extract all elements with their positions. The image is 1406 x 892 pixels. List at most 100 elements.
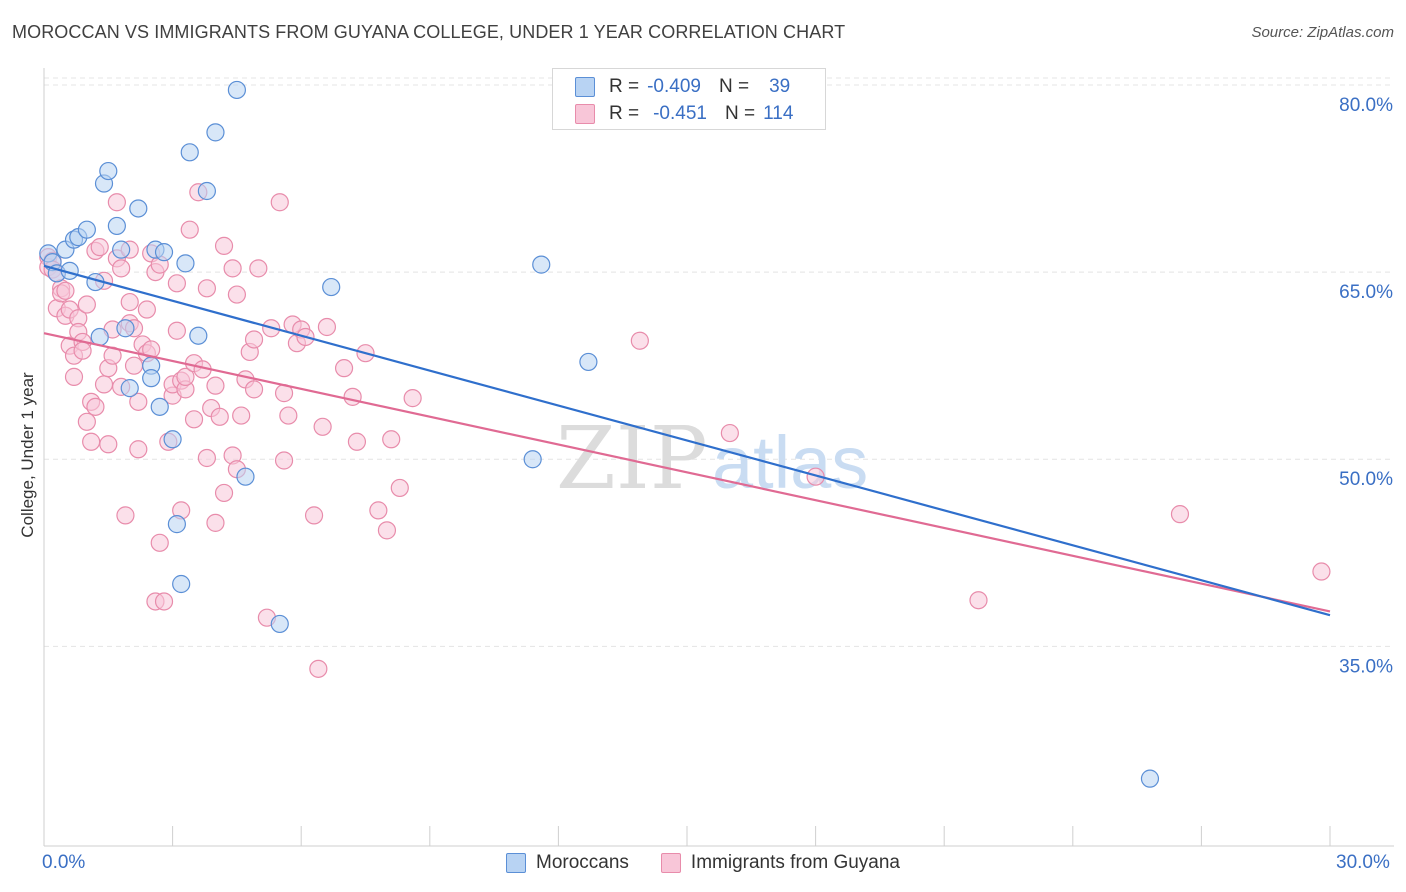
y-tick-label: 80.0% <box>1339 95 1393 116</box>
legend-n-value: 39 <box>769 76 791 97</box>
guyana-point <box>90 238 109 257</box>
moroccan-point <box>112 240 131 259</box>
moroccan-point <box>180 143 199 162</box>
guyana-point <box>403 389 422 408</box>
legend-swatch-guyana <box>660 853 681 873</box>
guyana-point <box>86 397 105 416</box>
guyana-point <box>1170 505 1190 524</box>
moroccan-point <box>322 277 341 297</box>
guyana-point <box>210 407 229 426</box>
moroccan-point <box>107 216 126 236</box>
moroccan-point <box>523 450 542 469</box>
y-tick-label: 35.0% <box>1339 656 1393 677</box>
guyana-point <box>94 375 114 394</box>
stats-legend: R = -0.409 N = 39 R = -0.451 N = 114 <box>552 68 826 130</box>
legend-r-label: R = <box>609 103 640 124</box>
guyana-point <box>112 259 131 278</box>
moroccan-point <box>129 199 148 218</box>
y-tick-labels: 35.0% 50.0% 65.0% 80.0% <box>1339 95 1393 677</box>
guyana-point <box>124 356 144 375</box>
guyana-point <box>154 592 174 611</box>
guyana-point <box>720 423 739 443</box>
guyana-point <box>129 392 148 411</box>
guyana-point <box>274 451 294 470</box>
chart-title: MOROCCAN VS IMMIGRANTS FROM GUYANA COLLE… <box>12 22 846 42</box>
moroccan-point <box>77 220 96 239</box>
guyana-point <box>969 591 988 610</box>
moroccan-point <box>579 352 598 372</box>
moroccan-point <box>99 161 118 181</box>
guyana-point <box>82 432 101 451</box>
guyana-point <box>347 432 367 451</box>
axes <box>43 68 1394 847</box>
moroccan-point <box>270 614 289 634</box>
guyana-point <box>382 430 401 449</box>
guyana-point <box>77 412 96 431</box>
guyana-point <box>343 387 362 406</box>
guyana-point <box>73 341 92 360</box>
grid-lines <box>44 77 1394 647</box>
legend-label-moroccans: Moroccans <box>536 852 629 873</box>
moroccan-point <box>154 243 174 262</box>
legend-swatch-pink <box>575 104 595 124</box>
guyana-point <box>232 406 251 425</box>
guyana-point <box>1312 562 1331 581</box>
guyana-trend-line <box>43 332 1331 613</box>
guyana-point <box>369 501 388 520</box>
guyana-point <box>167 274 186 293</box>
guyana-point <box>64 367 84 386</box>
moroccan-point <box>227 80 246 100</box>
guyana-point <box>120 292 139 312</box>
legend-item-moroccans: Moroccans <box>506 852 629 874</box>
guyana-point <box>334 359 354 378</box>
moroccan-point <box>163 430 182 449</box>
legend-r-value: -0.451 <box>653 103 707 124</box>
moroccan-point <box>150 397 169 416</box>
moroccan-point <box>532 255 551 274</box>
guyana-point <box>630 331 649 350</box>
guyana-point <box>180 220 199 239</box>
x-tick-label-min: 0.0% <box>42 852 86 873</box>
guyana-point <box>223 259 242 278</box>
guyana-point <box>214 236 234 255</box>
source-credit: Source: ZipAtlas.com <box>1251 24 1394 41</box>
legend-row-guyana: R = -0.451 N = 114 <box>575 102 793 126</box>
guyana-point <box>77 295 96 314</box>
guyana-point <box>129 440 148 459</box>
legend-n-label: N = <box>718 76 750 97</box>
legend-swatch-blue <box>575 77 595 97</box>
guyana-point <box>116 506 135 525</box>
guyana-point <box>167 321 186 340</box>
guyana-point <box>137 300 156 319</box>
x-tick-label-max: 30.0% <box>1336 852 1390 873</box>
guyana-point <box>227 285 246 304</box>
legend-n-value: 114 <box>763 103 794 124</box>
moroccan-point <box>142 369 161 388</box>
moroccan-point <box>206 123 225 142</box>
legend-r-label: R = <box>609 76 640 97</box>
moroccan-point <box>116 319 135 338</box>
guyana-point <box>214 483 234 503</box>
guyana-point <box>206 376 225 395</box>
moroccan-point <box>120 379 139 398</box>
guyana-point <box>249 259 268 278</box>
guyana-point <box>377 521 397 540</box>
moroccan-point <box>176 254 195 273</box>
guyana-point <box>206 513 225 532</box>
guyana-point <box>244 380 264 399</box>
guyana-point <box>279 406 298 425</box>
guyana-point <box>270 193 289 212</box>
moroccan-point <box>236 467 255 486</box>
guyana-point <box>313 417 332 436</box>
y-axis-label: College, Under 1 year <box>18 372 37 538</box>
guyana-point <box>304 506 324 525</box>
guyana-point <box>176 367 195 386</box>
guyana-point <box>244 330 264 349</box>
moroccan-point <box>1140 769 1160 788</box>
guyana-point <box>197 448 216 468</box>
guyana-point <box>390 478 409 498</box>
watermark: ZIP atlas <box>556 409 868 509</box>
series-moroccans-points <box>39 80 1160 788</box>
watermark-zip: ZIP <box>556 409 708 509</box>
